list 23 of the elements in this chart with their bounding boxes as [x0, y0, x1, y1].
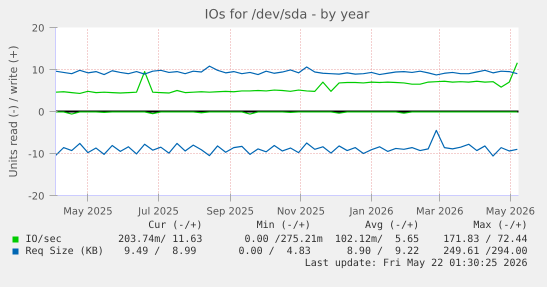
y-tick-label: 0 — [38, 108, 45, 118]
legend-label: IO/sec — [26, 234, 62, 245]
x-tick-label: May 2025 — [63, 206, 113, 218]
text: 203.74m/ 11.63 0.00 /275.21m 102.12m/ 5.65 171.83 / 72.44 — [118, 234, 528, 245]
x-tick-label: May 2026 — [486, 206, 536, 218]
line-series — [56, 66, 518, 76]
text: Cur (-/+) Min (-/+) Avg (-/+) Max (-/+) — [148, 220, 528, 231]
y-tick-label: 10 — [32, 66, 45, 76]
y-tick-label: -10 — [28, 150, 45, 160]
line-series — [56, 62, 518, 94]
text: Last update: Fri May 22 01:30:25 2026 — [304, 258, 528, 269]
line-series — [56, 130, 518, 157]
x-tick-label: Sep 2025 — [206, 206, 254, 218]
y-axis-title: Units read (-) / write (+) — [7, 45, 20, 178]
x-tick-label: Jul 2025 — [137, 206, 179, 218]
x-tick-label: Mar 2026 — [416, 206, 464, 218]
x-tick-label: Jan 2026 — [348, 206, 394, 218]
y-tick-label: -20 — [28, 192, 45, 202]
x-tick-label: Nov 2025 — [276, 206, 325, 218]
text: 9.49 / 8.99 0.00 / 4.83 8.90 / 9.22 249.61 /294.00 — [124, 246, 528, 257]
y-tick-label: 20 — [32, 24, 45, 34]
legend-label: Req Size (KB) — [26, 246, 104, 257]
chart-title: IOs for /dev/sda - by year — [204, 8, 370, 22]
